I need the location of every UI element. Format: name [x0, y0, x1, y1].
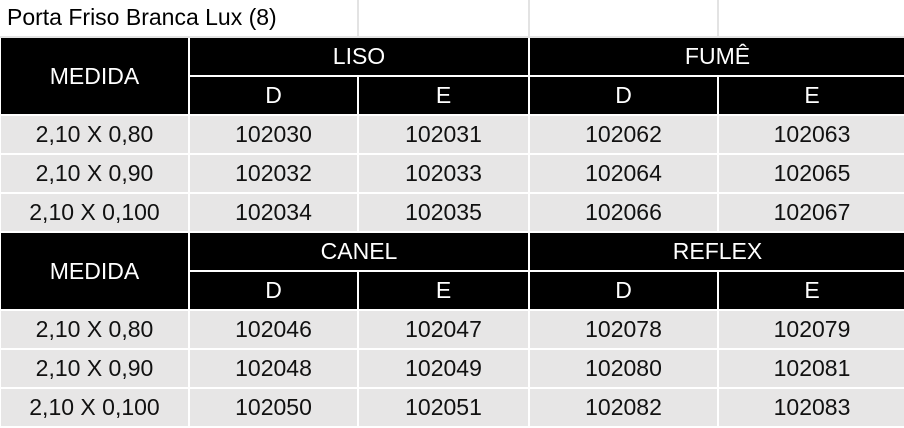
table-row: 2,10 X 0,100 102050 102051 102082 102083 [0, 387, 904, 428]
title-row: Porta Friso Branca Lux (8) [0, 0, 904, 38]
code-cell[interactable]: 102064 [528, 153, 719, 194]
measure-header[interactable]: MEDIDA [0, 231, 190, 311]
table-row: 2,10 X 0,80 102030 102031 102062 102063 [0, 114, 904, 155]
empty-cell[interactable] [717, 0, 904, 38]
code-cell[interactable]: 102051 [357, 387, 530, 428]
table-row: 2,10 X 0,90 102048 102049 102080 102081 [0, 348, 904, 389]
measure-cell[interactable]: 2,10 X 0,80 [0, 309, 190, 350]
side-header[interactable]: E [357, 75, 530, 116]
side-header[interactable]: D [188, 75, 359, 116]
code-cell[interactable]: 102063 [717, 114, 904, 155]
code-cell[interactable]: 102050 [188, 387, 359, 428]
code-cell[interactable]: 102065 [717, 153, 904, 194]
code-cell[interactable]: 102046 [188, 309, 359, 350]
table-row: 2,10 X 0,100 102034 102035 102066 102067 [0, 192, 904, 233]
code-cell[interactable]: 102033 [357, 153, 530, 194]
code-cell[interactable]: 102079 [717, 309, 904, 350]
measure-cell[interactable]: 2,10 X 0,90 [0, 153, 190, 194]
side-header[interactable]: D [188, 270, 359, 311]
side-header[interactable]: E [717, 270, 904, 311]
finish-group-header[interactable]: REFLEX [528, 231, 904, 272]
side-header[interactable]: E [357, 270, 530, 311]
code-cell[interactable]: 102047 [357, 309, 530, 350]
measure-cell[interactable]: 2,10 X 0,80 [0, 114, 190, 155]
side-header[interactable]: E [717, 75, 904, 116]
code-cell[interactable]: 102082 [528, 387, 719, 428]
code-cell[interactable]: 102083 [717, 387, 904, 428]
code-cell[interactable]: 102081 [717, 348, 904, 389]
side-header[interactable]: D [528, 75, 719, 116]
code-cell[interactable]: 102034 [188, 192, 359, 233]
finish-group-header[interactable]: CANEL [188, 231, 530, 272]
code-cell[interactable]: 102080 [528, 348, 719, 389]
code-cell[interactable]: 102030 [188, 114, 359, 155]
code-cell[interactable]: 102062 [528, 114, 719, 155]
empty-cell[interactable] [528, 0, 719, 38]
table-row: 2,10 X 0,80 102046 102047 102078 102079 [0, 309, 904, 350]
code-cell[interactable]: 102035 [357, 192, 530, 233]
measure-cell[interactable]: 2,10 X 0,90 [0, 348, 190, 389]
measure-header[interactable]: MEDIDA [0, 36, 190, 116]
code-cell[interactable]: 102032 [188, 153, 359, 194]
finish-group-header[interactable]: LISO [188, 36, 530, 77]
code-cell[interactable]: 102078 [528, 309, 719, 350]
header-row: MEDIDA CANEL REFLEX [0, 231, 904, 311]
code-cell[interactable]: 102067 [717, 192, 904, 233]
measure-cell[interactable]: 2,10 X 0,100 [0, 387, 190, 428]
sheet-title[interactable]: Porta Friso Branca Lux (8) [0, 0, 359, 38]
code-cell[interactable]: 102031 [357, 114, 530, 155]
empty-cell[interactable] [357, 0, 530, 38]
finish-group-header[interactable]: FUMÊ [528, 36, 904, 77]
code-cell[interactable]: 102048 [188, 348, 359, 389]
table-row: 2,10 X 0,90 102032 102033 102064 102065 [0, 153, 904, 194]
code-cell[interactable]: 102066 [528, 192, 719, 233]
header-row: MEDIDA LISO FUMÊ [0, 36, 904, 116]
code-cell[interactable]: 102049 [357, 348, 530, 389]
side-header[interactable]: D [528, 270, 719, 311]
measure-cell[interactable]: 2,10 X 0,100 [0, 192, 190, 233]
